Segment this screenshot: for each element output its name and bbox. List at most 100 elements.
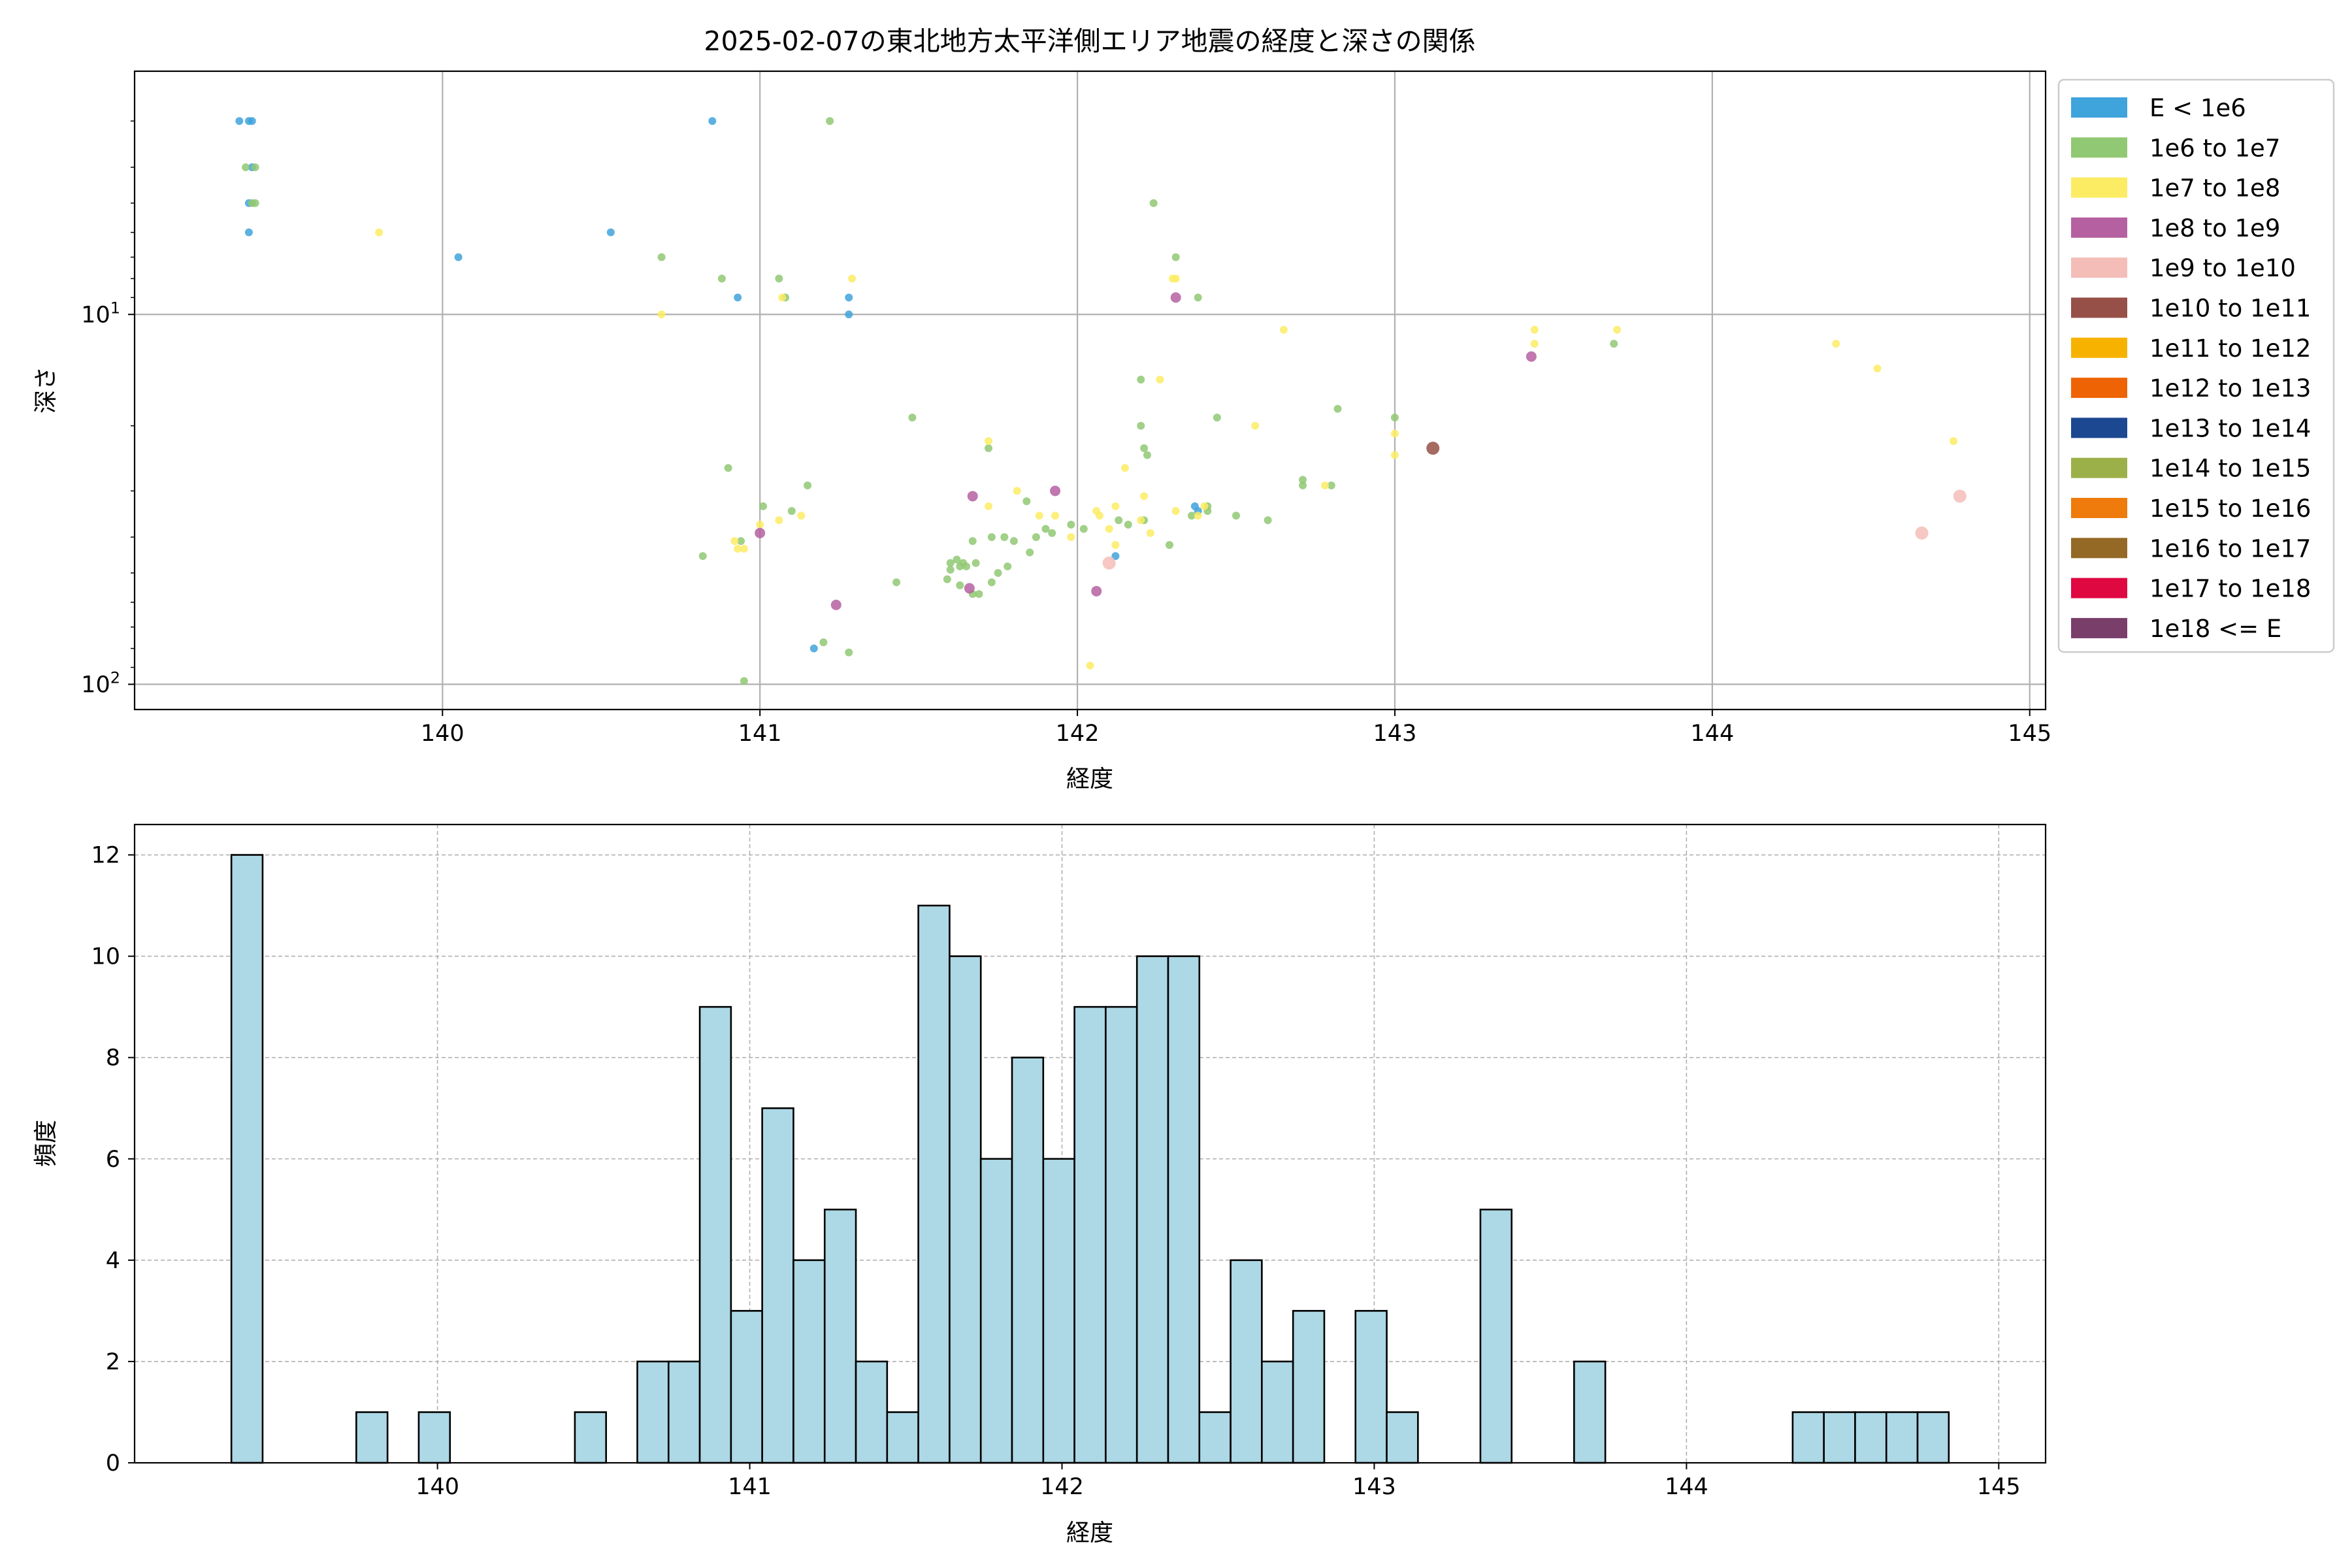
scatter-point [724, 464, 732, 472]
legend-swatch [2071, 137, 2127, 158]
histogram-bar [1230, 1259, 1263, 1464]
scatter-point [845, 648, 853, 657]
histogram-bar [1292, 1310, 1326, 1464]
scatter-point [740, 544, 748, 553]
scatter-point [804, 482, 812, 490]
scatter-point [1004, 562, 1012, 570]
scatter-point [1111, 541, 1120, 549]
legend-swatch [2071, 617, 2127, 638]
scatter-point [1140, 492, 1149, 500]
scatter-point [1299, 476, 1307, 484]
scatter-point [1091, 585, 1102, 596]
scatter-point [1032, 533, 1040, 542]
scatter-x-tick-label: 143 [1373, 721, 1417, 747]
scatter-point [1105, 525, 1113, 533]
scatter-point [987, 578, 996, 587]
scatter-point [775, 516, 783, 525]
legend-swatch [2071, 297, 2127, 318]
scatter-point [1120, 464, 1129, 472]
scatter-x-axis-label: 経度 [1066, 766, 1113, 792]
legend-swatch [2071, 457, 2127, 478]
scatter-point [1915, 526, 1929, 540]
scatter-point [946, 559, 955, 567]
scatter-point [759, 502, 768, 510]
scatter-point [737, 537, 745, 546]
legend-swatch [2071, 578, 2127, 598]
scatter-point [1530, 325, 1539, 334]
scatter-y-tick-label: 102 [81, 668, 120, 698]
scatter-point [848, 274, 857, 283]
scatter-point [756, 520, 764, 529]
scatter-point [1530, 340, 1539, 348]
histogram-bar [979, 1158, 1013, 1464]
scatter-point [892, 578, 901, 587]
scatter-point [1000, 533, 1009, 542]
scatter-point [1321, 482, 1330, 490]
histogram-bar [886, 1411, 919, 1464]
scatter-point [1171, 274, 1180, 283]
histogram-y-tick-label: 0 [106, 1450, 120, 1477]
scatter-x-tick-label: 141 [738, 721, 782, 747]
scatter-point [1187, 512, 1196, 520]
scatter-point [454, 253, 463, 261]
scatter-axes-frame [133, 70, 2047, 711]
scatter-point [1610, 340, 1618, 348]
scatter-point [242, 163, 250, 171]
scatter-point [956, 562, 964, 570]
scatter-point [975, 590, 983, 598]
scatter-point [1232, 512, 1241, 520]
scatter-point [1137, 375, 1145, 384]
histogram-y-tick-label: 8 [106, 1045, 120, 1071]
scatter-x-tick-label: 144 [1690, 721, 1734, 747]
histogram-bar [417, 1411, 451, 1464]
scatter-point [819, 638, 828, 647]
legend-label: 1e11 to 1e12 [2149, 335, 2311, 363]
histogram-bar [1261, 1360, 1294, 1464]
scatter-point [985, 444, 993, 453]
scatter-point [1333, 404, 1342, 413]
histogram-bar [636, 1360, 670, 1464]
histogram-bar [730, 1310, 763, 1464]
legend-label: E < 1e6 [2149, 94, 2246, 122]
scatter-point [787, 507, 796, 515]
legend-swatch [2071, 337, 2127, 358]
legend-swatch [2071, 97, 2127, 118]
scatter-point [845, 293, 853, 302]
scatter-point [1124, 520, 1132, 529]
scatter-point [1096, 512, 1104, 520]
scatter-point [1137, 516, 1145, 525]
scatter-point [1213, 414, 1221, 422]
scatter-point [1035, 512, 1043, 520]
scatter-point [251, 199, 259, 207]
scatter-point [375, 228, 384, 237]
histogram-x-tick-label: 145 [1977, 1474, 2021, 1500]
scatter-point [1251, 421, 1260, 430]
scatter-point [943, 575, 951, 583]
scatter-point [734, 544, 742, 553]
histogram-bar [355, 1411, 389, 1464]
legend-swatch [2071, 378, 2127, 399]
histogram-bar [1198, 1411, 1232, 1464]
scatter-point [985, 437, 993, 446]
scatter-point [1041, 525, 1050, 533]
scatter-point [1873, 364, 1882, 372]
scatter-point [1327, 482, 1335, 490]
histogram-y-tick-label: 12 [91, 843, 120, 869]
scatter-point [1426, 442, 1440, 455]
scatter-point [606, 228, 615, 237]
scatter-point [1009, 537, 1018, 546]
histogram-y-axis-label: 頻度 [33, 1120, 59, 1167]
scatter-point [698, 552, 707, 561]
histogram-bar [1823, 1411, 1856, 1464]
scatter-x-tick-label: 145 [2008, 721, 2051, 747]
legend-label: 1e9 to 1e10 [2149, 254, 2296, 282]
legend-frame [2057, 78, 2335, 653]
legend-swatch [2071, 217, 2127, 238]
histogram-bars [230, 854, 1950, 1464]
scatter-point [1390, 429, 1399, 438]
histogram-x-axis-label: 経度 [1066, 1520, 1113, 1546]
scatter-point [946, 566, 955, 574]
histogram-bar [1167, 955, 1201, 1464]
legend-swatch [2071, 257, 2127, 278]
scatter-points [235, 117, 1967, 685]
